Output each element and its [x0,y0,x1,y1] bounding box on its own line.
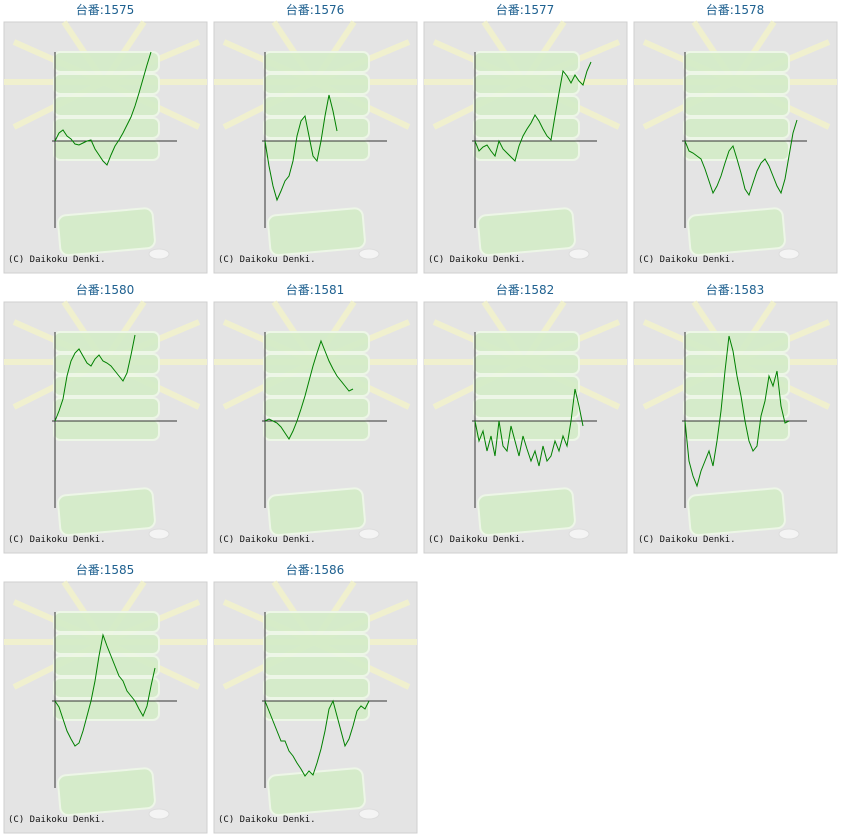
copyright: (C) Daikoku Denki. [218,535,316,545]
data-line [474,61,592,162]
panel-background [4,302,207,553]
copyright: (C) Daikoku Denki. [8,535,106,545]
chart-title: 台番:1580 [76,282,135,297]
panel-background [4,582,207,833]
panel-background [214,22,417,273]
panel-background [214,302,417,553]
chart-title: 台番:1575 [76,2,135,17]
chart-title: 台番:1581 [286,282,345,297]
data-line [54,633,156,747]
data-line [54,334,136,422]
chart-title: 台番:1585 [76,562,135,577]
data-line [684,119,798,197]
chart-title: 台番:1586 [286,562,345,577]
chart-title: 台番:1578 [706,2,765,17]
copyright: (C) Daikoku Denki. [638,535,736,545]
copyright: (C) Daikoku Denki. [638,255,736,265]
copyright: (C) Daikoku Denki. [218,255,316,265]
data-line [264,94,338,202]
panel-background [634,302,837,553]
data-line [54,51,152,166]
copyright: (C) Daikoku Denki. [428,255,526,265]
panel-background [424,22,627,273]
data-line [684,335,790,488]
chart-title: 台番:1577 [496,2,555,17]
copyright: (C) Daikoku Denki. [428,535,526,545]
panel-background [4,22,207,273]
panel-background [214,582,417,833]
chart-title: 台番:1582 [496,282,555,297]
chart-title: 台番:1576 [286,2,345,17]
panel-background [634,22,837,273]
panel-background [424,302,627,553]
data-line [264,339,354,440]
copyright: (C) Daikoku Denki. [8,815,106,825]
chart-title: 台番:1583 [706,282,765,297]
copyright: (C) Daikoku Denki. [218,815,316,825]
data-line [264,699,370,777]
data-line [474,388,584,467]
copyright: (C) Daikoku Denki. [8,255,106,265]
